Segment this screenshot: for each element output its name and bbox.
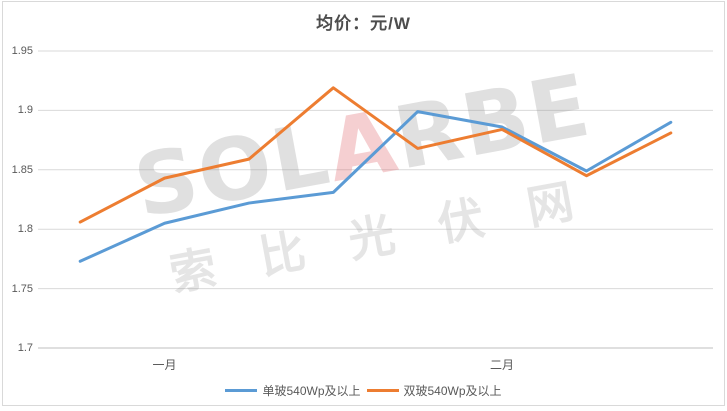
legend-label: 双玻540Wp及以上 bbox=[403, 384, 502, 398]
y-tick-label: 1.85 bbox=[11, 163, 33, 176]
legend-item-0: 单玻540Wp及以上 bbox=[225, 382, 361, 399]
y-tick-label: 1.75 bbox=[11, 282, 33, 295]
legend: 单玻540Wp及以上 双玻540Wp及以上 bbox=[0, 382, 727, 399]
x-tick-label: 二月 bbox=[490, 358, 515, 372]
y-tick-label: 1.7 bbox=[17, 342, 33, 354]
legend-line-swatch bbox=[225, 389, 258, 392]
series-line-0 bbox=[78, 110, 673, 263]
y-tick-label: 1.8 bbox=[17, 223, 33, 236]
legend-line-swatch bbox=[366, 389, 399, 392]
legend-item-1: 双玻540Wp及以上 bbox=[366, 382, 502, 399]
series-line-1 bbox=[78, 86, 673, 224]
chart-title: 均价：元/W bbox=[316, 14, 411, 33]
y-tick-label: 1.95 bbox=[11, 45, 33, 57]
x-tick-label: 一月 bbox=[152, 358, 177, 372]
legend-label: 单玻540Wp及以上 bbox=[262, 384, 361, 398]
y-tick-label: 1.9 bbox=[17, 104, 33, 117]
